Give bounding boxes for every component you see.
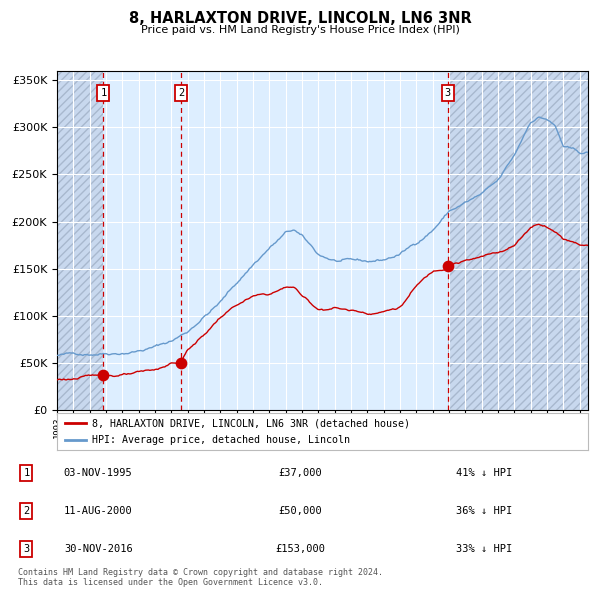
Text: 36% ↓ HPI: 36% ↓ HPI xyxy=(455,506,512,516)
Text: HPI: Average price, detached house, Lincoln: HPI: Average price, detached house, Linc… xyxy=(92,435,350,445)
Text: 33% ↓ HPI: 33% ↓ HPI xyxy=(455,545,512,554)
Text: 30-NOV-2016: 30-NOV-2016 xyxy=(64,545,133,554)
Text: £50,000: £50,000 xyxy=(278,506,322,516)
Text: This data is licensed under the Open Government Licence v3.0.: This data is licensed under the Open Gov… xyxy=(18,578,323,587)
Text: Price paid vs. HM Land Registry's House Price Index (HPI): Price paid vs. HM Land Registry's House … xyxy=(140,25,460,35)
Point xyxy=(443,261,452,271)
Text: 8, HARLAXTON DRIVE, LINCOLN, LN6 3NR (detached house): 8, HARLAXTON DRIVE, LINCOLN, LN6 3NR (de… xyxy=(92,418,410,428)
Text: 41% ↓ HPI: 41% ↓ HPI xyxy=(455,468,512,477)
Text: Contains HM Land Registry data © Crown copyright and database right 2024.: Contains HM Land Registry data © Crown c… xyxy=(18,568,383,576)
Point xyxy=(176,358,186,368)
Text: 3: 3 xyxy=(23,545,29,554)
Text: 1: 1 xyxy=(23,468,29,477)
Text: 03-NOV-1995: 03-NOV-1995 xyxy=(64,468,133,477)
Text: 1: 1 xyxy=(100,88,107,98)
Text: 8, HARLAXTON DRIVE, LINCOLN, LN6 3NR: 8, HARLAXTON DRIVE, LINCOLN, LN6 3NR xyxy=(128,11,472,25)
Text: 11-AUG-2000: 11-AUG-2000 xyxy=(64,506,133,516)
Text: £37,000: £37,000 xyxy=(278,468,322,477)
Text: £153,000: £153,000 xyxy=(275,545,325,554)
Text: 2: 2 xyxy=(178,88,184,98)
Point xyxy=(98,371,108,380)
Text: 2: 2 xyxy=(23,506,29,516)
Bar xyxy=(103,71,448,410)
Bar xyxy=(448,71,588,410)
Bar xyxy=(57,71,103,410)
Text: 3: 3 xyxy=(445,88,451,98)
